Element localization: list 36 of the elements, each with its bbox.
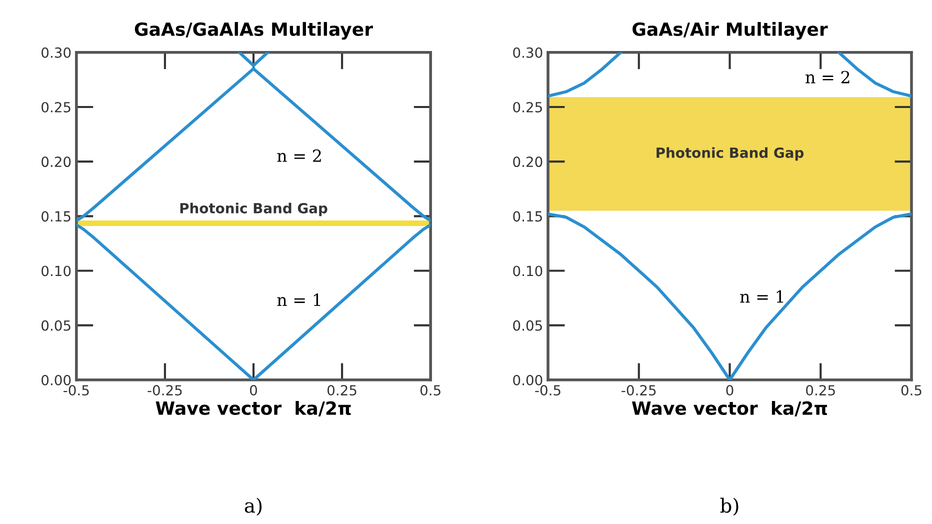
x-tick-label: 0 (250, 385, 257, 396)
y-tick-label: 0.20 (513, 156, 542, 168)
y-tick-label: 0.10 (513, 266, 542, 276)
x-axis-title: Wave vector ka/2π (632, 400, 827, 416)
y-tick-label: 0.10 (42, 266, 71, 276)
y-tick-label: 0.20 (42, 156, 71, 168)
chart-title: GaAs/GaAlAs Multilayer (134, 22, 373, 40)
text: a) (244, 498, 262, 516)
y-tick-label: 0.00 (42, 374, 71, 386)
x-tick-label: -0.5 (535, 385, 560, 396)
y-tick-label: 0.00 (513, 374, 542, 386)
x-tick-label: -0.25 (622, 385, 656, 396)
x-tick-label: -0.25 (148, 385, 182, 396)
x-axis-title: Wave vector ka/2π (156, 400, 351, 416)
series-label: n = 1 (740, 290, 784, 303)
x-tick-label: 0.5 (420, 385, 440, 396)
y-tick-label: 0.30 (513, 47, 542, 58)
series-label: n = 2 (806, 70, 850, 84)
x-tick-label: 0.25 (328, 385, 356, 396)
chart-title: GaAs/Air Multilayer (632, 22, 828, 40)
band-label: Photonic Band Gap (656, 147, 804, 161)
series-label: n = 1 (277, 294, 320, 306)
y-tick-label: 0.15 (42, 211, 70, 222)
y-tick-label: 0.25 (42, 102, 70, 112)
x-tick-label: 0.25 (806, 385, 835, 396)
x-tick-label: 0 (726, 385, 734, 396)
band-label: Photonic Band Gap (180, 202, 328, 216)
x-tick-label: -0.5 (64, 385, 89, 396)
text: b) (720, 498, 738, 516)
series-label: n = 2 (277, 149, 321, 162)
y-tick-label: 0.15 (513, 211, 542, 222)
y-tick-label: 0.05 (42, 320, 70, 331)
y-tick-label: 0.25 (513, 102, 542, 112)
y-tick-label: 0.30 (42, 47, 71, 58)
x-tick-label: 0.5 (901, 385, 922, 396)
y-tick-label: 0.05 (513, 320, 542, 331)
